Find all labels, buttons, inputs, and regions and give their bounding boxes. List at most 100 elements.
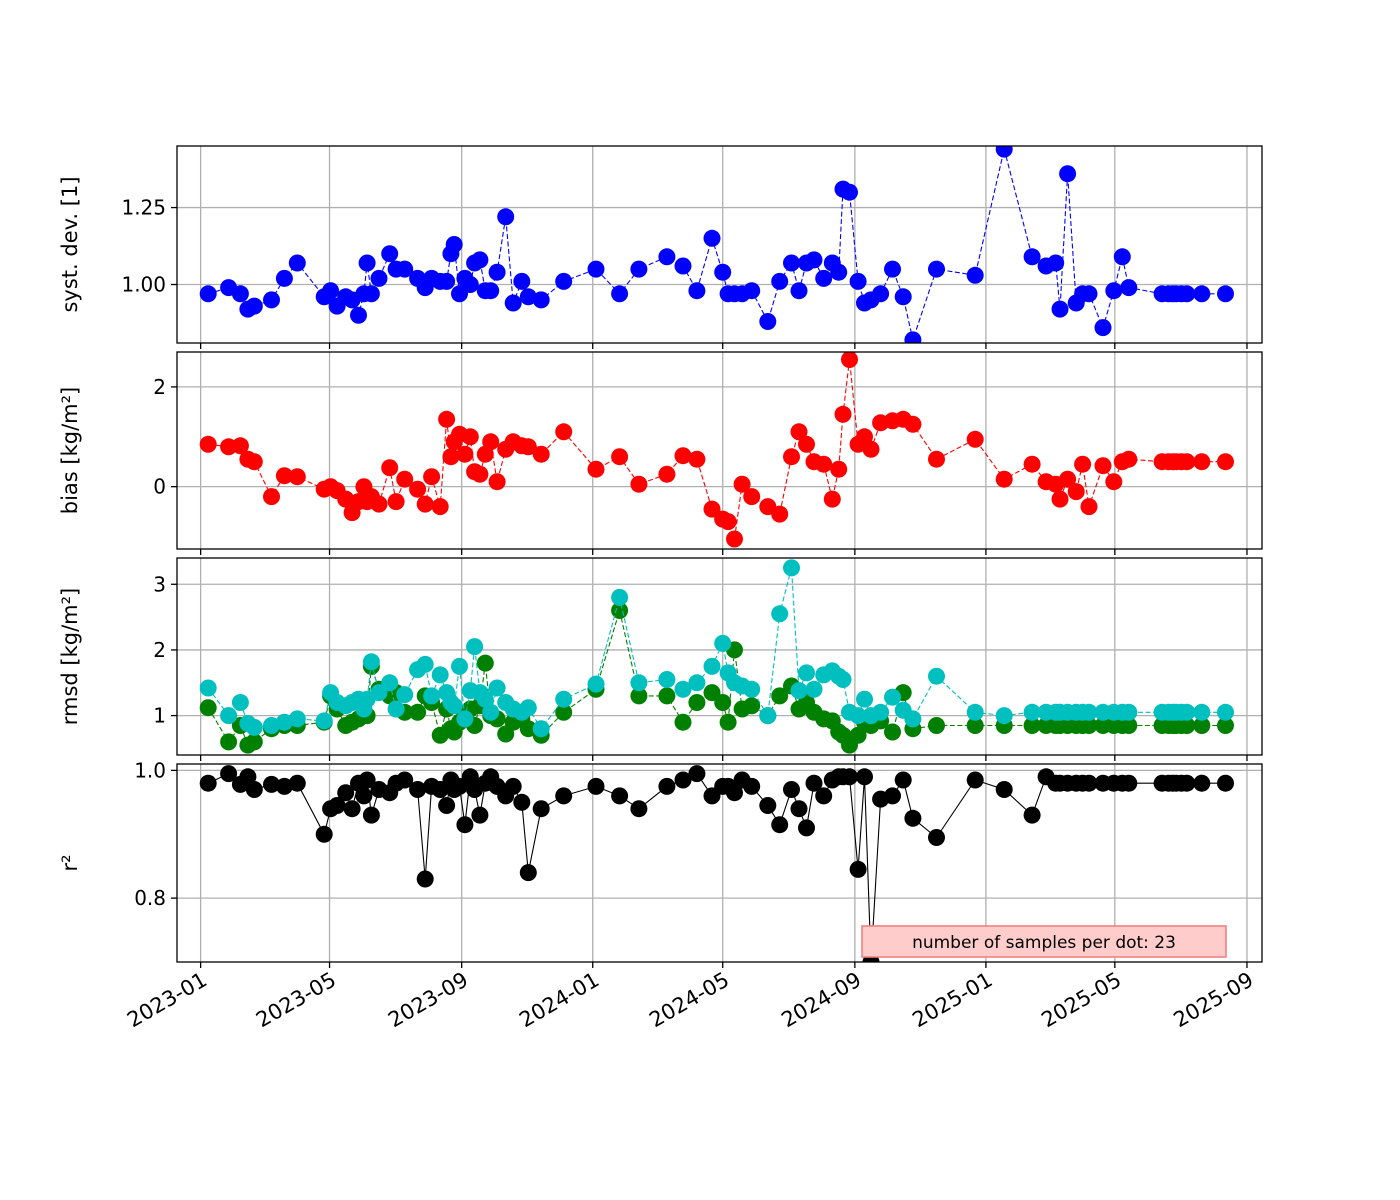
data-point	[966, 717, 984, 734]
data-point	[513, 272, 531, 290]
data-point	[703, 500, 721, 518]
data-point	[841, 352, 858, 368]
data-point	[658, 777, 676, 795]
data-point	[771, 687, 789, 705]
data-point	[783, 559, 800, 577]
data-point	[966, 266, 984, 284]
data-point	[263, 291, 280, 309]
data-point	[350, 306, 367, 324]
data-point	[904, 710, 922, 728]
data-point	[337, 490, 355, 508]
data-point	[674, 713, 692, 731]
data-point	[245, 453, 263, 471]
data-point	[771, 816, 789, 834]
y-tick-label: 0.8	[134, 886, 166, 910]
data-point	[1193, 703, 1211, 721]
data-point	[1217, 453, 1234, 471]
data-point	[337, 784, 355, 802]
data-point	[1120, 703, 1138, 721]
data-point	[790, 423, 808, 441]
data-point	[995, 707, 1013, 725]
data-point	[555, 690, 573, 708]
data-point	[461, 276, 479, 293]
data-point	[830, 460, 848, 478]
x-tick-label: 2023-09	[384, 968, 472, 1033]
data-point	[1178, 774, 1196, 792]
data-point	[1120, 279, 1138, 297]
data-point	[275, 467, 293, 485]
data-point	[743, 488, 761, 506]
data-point	[815, 269, 833, 287]
data-point	[759, 797, 777, 814]
data-point	[884, 260, 901, 278]
data-point	[587, 675, 605, 693]
data-point	[532, 291, 550, 309]
data-point	[849, 272, 867, 290]
data-point	[815, 787, 833, 805]
data-point	[884, 723, 901, 741]
data-point	[358, 254, 376, 272]
data-point	[726, 530, 743, 548]
data-point	[1217, 285, 1234, 303]
data-point	[343, 800, 361, 818]
data-point	[658, 248, 676, 266]
data-point	[288, 774, 306, 792]
data-point	[856, 428, 873, 446]
data-point	[456, 816, 474, 834]
data-point	[199, 774, 217, 792]
data-point	[995, 146, 1013, 158]
data-point	[658, 687, 676, 705]
data-point	[805, 774, 823, 792]
data-point	[504, 777, 522, 795]
data-point	[220, 707, 238, 725]
data-point	[1051, 300, 1069, 318]
data-point	[1178, 717, 1196, 734]
data-point	[587, 260, 605, 278]
data-point	[476, 654, 494, 672]
x-tick-label: 2024-01	[515, 968, 603, 1033]
data-point	[416, 495, 434, 513]
series-group	[199, 352, 1234, 548]
data-point	[431, 498, 449, 516]
data-point	[555, 703, 573, 721]
y-tick-label: 1	[153, 704, 166, 728]
data-point	[630, 800, 648, 818]
data-point	[396, 686, 414, 704]
data-point	[630, 674, 648, 692]
data-point	[783, 254, 800, 272]
data-point	[1080, 285, 1098, 303]
data-point	[263, 775, 280, 793]
data-point	[445, 697, 463, 715]
data-point	[513, 793, 531, 811]
x-tick-label: 2024-05	[645, 968, 733, 1033]
y-axis-label: r²	[58, 854, 82, 871]
data-point	[630, 687, 648, 705]
data-point	[442, 448, 460, 466]
data-point	[587, 777, 605, 795]
data-point	[805, 251, 823, 269]
data-point	[1023, 703, 1041, 721]
data-point	[519, 864, 537, 882]
data-point	[1105, 282, 1123, 300]
axes-frame	[176, 557, 1263, 756]
data-point	[904, 809, 922, 827]
data-point	[966, 430, 984, 448]
data-point	[519, 288, 537, 306]
data-point	[245, 718, 263, 736]
data-point	[199, 285, 217, 303]
data-point	[288, 468, 306, 486]
data-point	[894, 771, 912, 789]
data-point	[1023, 717, 1041, 734]
data-point	[1113, 248, 1131, 266]
data-point	[1074, 455, 1092, 473]
data-point	[396, 470, 414, 488]
data-point	[456, 710, 474, 728]
data-point	[275, 713, 293, 731]
data-point	[409, 781, 427, 798]
data-point	[220, 765, 238, 783]
data-point	[726, 784, 743, 802]
panel-1: 1.00 1.25 syst. dev. [1]	[58, 145, 1263, 349]
y-axis-label: bias [kg/m²]	[58, 387, 82, 514]
data-point	[322, 282, 340, 300]
